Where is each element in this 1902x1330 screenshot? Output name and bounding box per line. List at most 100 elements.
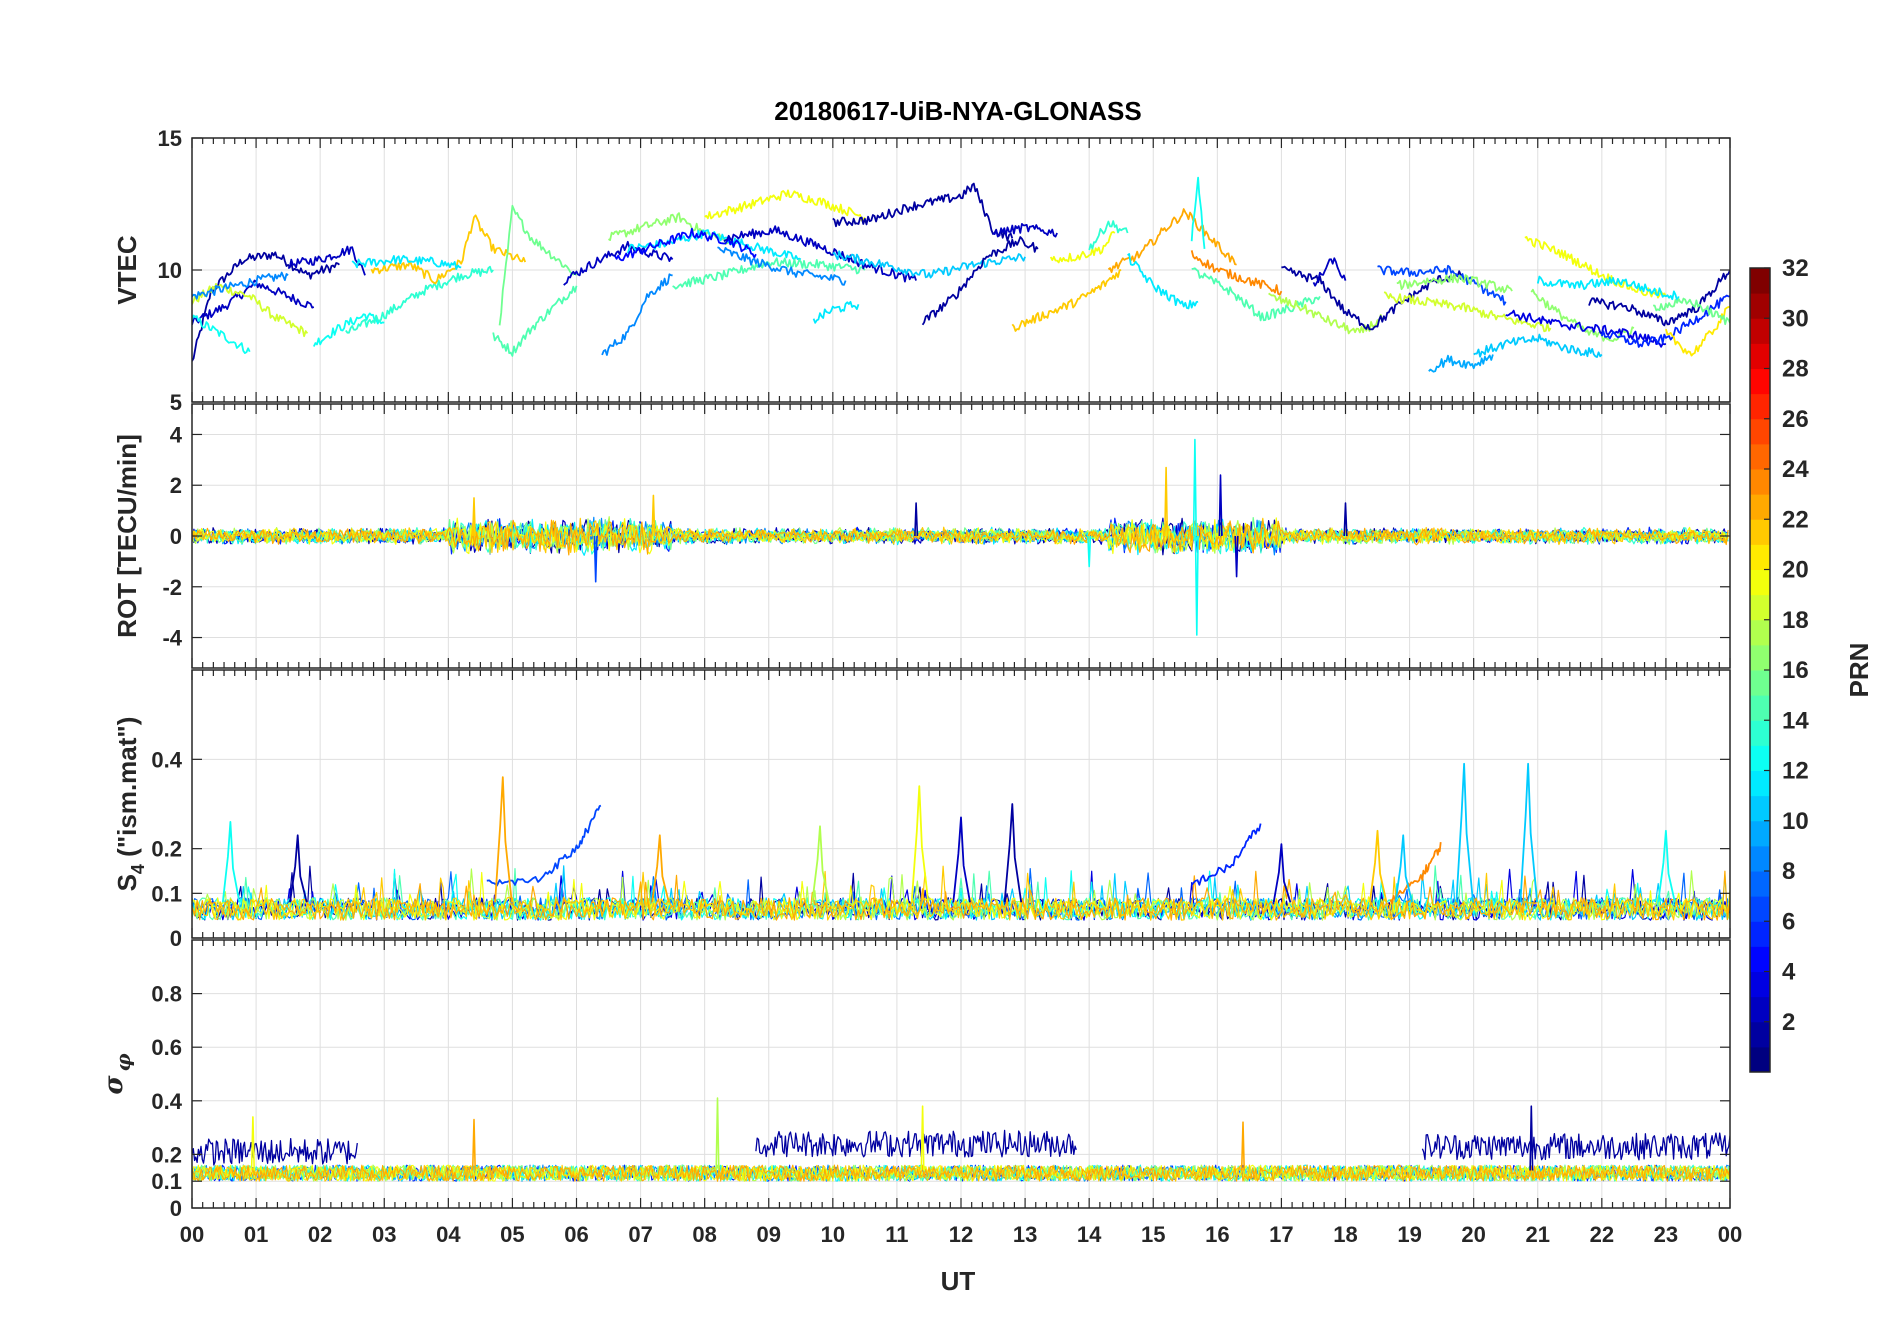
colorbar-segment-prn-1 (1750, 1046, 1770, 1073)
x-tick-label: 23 (1654, 1222, 1678, 1247)
colorbar-segment-prn-10 (1750, 820, 1770, 847)
x-tick-label: 02 (308, 1222, 332, 1247)
colorbar-tick-label: 32 (1782, 255, 1809, 282)
x-tick-label: 03 (372, 1222, 396, 1247)
sigma-series-prn-22 (192, 1164, 1730, 1182)
rot-spike-prn-22 (1164, 466, 1169, 537)
s4-peak-prn-20 (910, 785, 930, 903)
vtec-series-prn-2 (921, 236, 1039, 326)
x-tick-label: 21 (1526, 1222, 1550, 1247)
sigma-spike-prn-18 (715, 1097, 720, 1171)
x-tick-label: 14 (1077, 1222, 1102, 1247)
rot-spike-prn-2 (914, 502, 919, 537)
vtec-series-prn-19 (192, 283, 309, 338)
s4-peak-prn-2 (1003, 803, 1023, 903)
y-tick-label-vtec: 10 (158, 258, 182, 283)
colorbar-segment-prn-23 (1750, 494, 1770, 520)
vtec-series-prn-9 (192, 271, 289, 300)
vtec-series-prn-22 (370, 214, 527, 285)
sigma-series-prn-20 (192, 1164, 1730, 1182)
colorbar-tick-label: 2 (1782, 1009, 1795, 1036)
panel-s4-data (192, 762, 1730, 921)
panel-vtec: 5 10 15 VTEC (112, 126, 1731, 415)
colorbar-segment-prn-9 (1750, 845, 1770, 872)
x-tick-label: 04 (436, 1222, 461, 1247)
y-tick-label-sigma: 0.8 (151, 982, 182, 1007)
colorbar-segment-prn-14 (1750, 720, 1770, 746)
x-tick-label: 13 (1013, 1222, 1037, 1247)
rot-spike-prn-7 (593, 535, 598, 583)
sigma-spike-prn-23 (471, 1118, 476, 1171)
vtec-series-prn-20 (1524, 236, 1667, 299)
vtec-series-prn-12 (1536, 275, 1680, 302)
colorbar-segment-prn-32 (1750, 268, 1770, 294)
sigma-high-prn-2 (755, 1129, 1077, 1158)
vtec-series-prn-9 (717, 246, 847, 286)
colorbar-tick-label: 28 (1782, 356, 1809, 383)
colorbar-segment-prn-15 (1750, 695, 1770, 721)
vtec-series-prn-19 (1383, 291, 1552, 333)
vtec-series-prn-12 (1127, 253, 1199, 310)
vtec-series-prn-9 (601, 273, 673, 356)
vtec-series-prn-15 (492, 285, 578, 357)
s4-series-prn-11 (192, 865, 1730, 921)
x-tick-label: 16 (1205, 1222, 1229, 1247)
s4-peak-prn-13 (221, 821, 241, 903)
vtec-series-prn-13 (1190, 176, 1206, 249)
x-tick-label: 15 (1141, 1222, 1165, 1247)
y-tick-label-rot: -2 (162, 575, 182, 600)
colorbar-segment-prn-24 (1750, 469, 1770, 495)
vtec-series-prn-17 (1530, 288, 1635, 343)
s4-peak-prn-11 (1519, 762, 1538, 903)
colorbar-tick-label: 4 (1782, 959, 1796, 986)
s4-ramp-prn-7 (486, 804, 602, 887)
vtec-series-prn-2 (832, 182, 1014, 242)
x-tick-label: 07 (628, 1222, 652, 1247)
x-tick-label: 12 (949, 1222, 973, 1247)
rot-series-prn-23 (192, 519, 1729, 556)
vtec-series-prn-16 (1653, 297, 1730, 326)
vtec-series-prn-7 (1377, 264, 1507, 306)
vtec-series-prn-20 (704, 189, 866, 222)
vtec-series-prn-12 (351, 254, 462, 270)
colorbar-segment-prn-22 (1750, 519, 1770, 545)
y-tick-label-s4: 0 (170, 926, 182, 951)
x-tick-label: 10 (821, 1222, 845, 1247)
colorbar-tick-label: 6 (1782, 908, 1795, 935)
rot-spike-prn-3 (1218, 474, 1223, 537)
colorbar-segment-prn-16 (1750, 670, 1770, 696)
vtec-series-prn-2 (192, 251, 340, 362)
s4-ramp-prn-6 (1190, 823, 1262, 886)
vtec-series-prn-13 (312, 312, 385, 347)
y-tick-label-s4: 0.4 (151, 747, 182, 772)
y-tick-label-sigma: 0 (170, 1196, 182, 1221)
x-tick-label: 01 (244, 1222, 268, 1247)
colorbar-segment-prn-5 (1750, 946, 1770, 972)
y-axis-label-s4: S4 ("ism.mat") (112, 717, 148, 892)
y-axis-label-rest: ("ism.mat") (112, 717, 142, 864)
vtec-series-prn-20 (1049, 231, 1116, 264)
colorbar-tick-label: 18 (1782, 607, 1809, 634)
colorbar-tick-label: 12 (1782, 758, 1809, 785)
colorbar-tick-label: 16 (1782, 657, 1809, 684)
s4-series-prn-8 (192, 868, 1730, 921)
s4-peak-prn-3 (1272, 843, 1292, 903)
rot-spike-prn-22 (471, 497, 476, 537)
colorbar-tick-label: 22 (1782, 506, 1809, 533)
panel-rot: -4 -2 0 2 4 ROT [TECU/min] (112, 403, 1731, 669)
colorbar-tick-label: 10 (1782, 808, 1809, 835)
y-tick-label-sigma: 0.6 (151, 1035, 182, 1060)
colorbar-segment-prn-12 (1750, 770, 1770, 797)
s4-peak-prn-2 (289, 834, 308, 903)
x-axis-label: UT (941, 1266, 976, 1296)
vtec-series-prn-10 (1428, 354, 1494, 373)
vtec-series-prn-3 (992, 223, 1058, 238)
sigma-spike-prn-2 (1529, 1105, 1534, 1171)
s4-peak-prn-11 (1394, 834, 1413, 903)
vtec-series-prn-12 (812, 300, 860, 324)
s4-peak-prn-18 (811, 825, 830, 903)
colorbar-segment-prn-4 (1750, 971, 1770, 998)
colorbar-segment-prn-18 (1750, 619, 1770, 646)
y-tick-label-s4: 0.1 (151, 881, 182, 906)
